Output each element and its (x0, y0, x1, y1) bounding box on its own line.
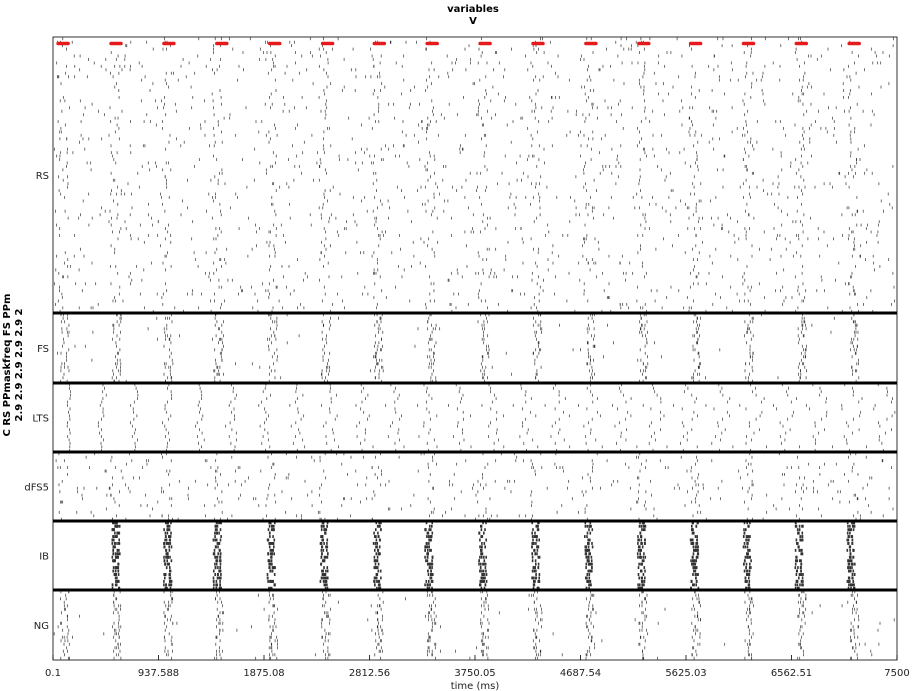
y-label-line-2: 2.9 2.9 2.9 2.9 2.9 2 (14, 308, 25, 421)
chart-title: variables (447, 4, 499, 15)
chart-subtitle: V (469, 16, 477, 27)
y-label-line-1: C RS PPmaskfreq FS PPm (2, 294, 13, 437)
spike-raster (53, 37, 896, 660)
y-axis-label: C RS PPmaskfreq FS PPm 2.9 2.9 2.9 2.9 2… (2, 294, 25, 437)
plot-area (52, 36, 898, 661)
